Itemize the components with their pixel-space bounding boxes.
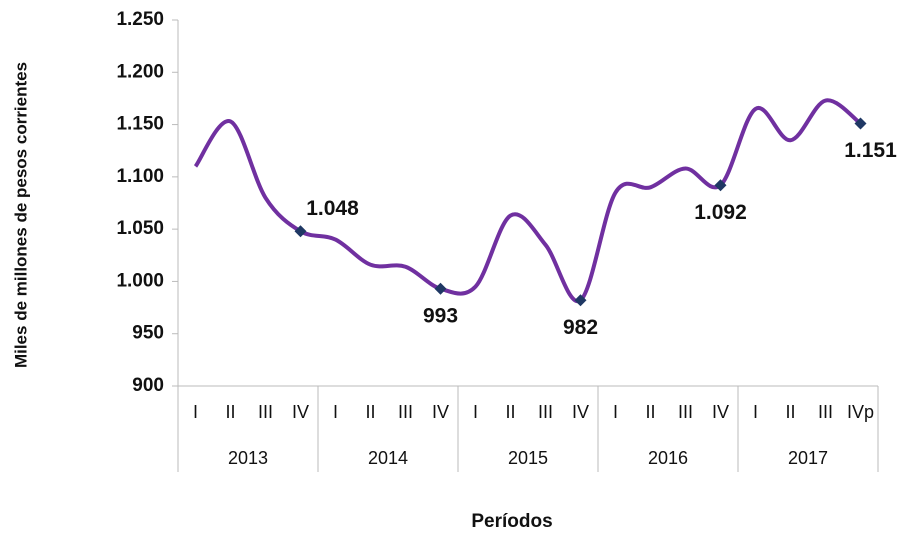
x-tick-label: II xyxy=(785,402,795,422)
x-tick-label: II xyxy=(505,402,515,422)
x-tick-label: IV xyxy=(292,402,309,422)
data-label: 1.092 xyxy=(694,201,747,224)
x-tick-label: IVp xyxy=(847,402,874,422)
line-series xyxy=(193,98,862,304)
y-axis-label: Miles de millones de pesos corrientes xyxy=(11,62,30,368)
marker xyxy=(294,225,307,238)
x-group-label: 2016 xyxy=(648,448,688,468)
x-tick-label: IV xyxy=(712,402,729,422)
x-tick-label: IV xyxy=(432,402,449,422)
y-tick-label: 1.000 xyxy=(116,270,164,291)
x-tick-label: I xyxy=(193,402,198,422)
y-tick-label: 1.200 xyxy=(116,61,164,82)
y-tick-label: 1.100 xyxy=(116,166,164,187)
x-tick-label: III xyxy=(398,402,413,422)
x-tick-label: I xyxy=(473,402,478,422)
x-tick-label: III xyxy=(818,402,833,422)
marker xyxy=(574,294,587,307)
x-tick-label: II xyxy=(225,402,235,422)
marker xyxy=(854,117,867,130)
x-tick-label: III xyxy=(678,402,693,422)
x-tick-label: IV xyxy=(572,402,589,422)
y-tick-label: 1.050 xyxy=(116,218,164,239)
x-tick-label: III xyxy=(258,402,273,422)
x-tick-label: I xyxy=(613,402,618,422)
y-tick-label: 1.150 xyxy=(116,114,164,135)
x-group-label: 2013 xyxy=(228,448,268,468)
y-tick-label: 1.250 xyxy=(116,9,164,30)
x-tick-label: II xyxy=(645,402,655,422)
x-tick-label: I xyxy=(753,402,758,422)
x-axis-label: Períodos xyxy=(471,511,552,532)
x-group-label: 2017 xyxy=(788,448,828,468)
y-tick-label: 900 xyxy=(132,375,164,396)
data-label: 1.048 xyxy=(306,197,359,220)
marker xyxy=(434,282,447,295)
x-group-label: 2014 xyxy=(368,448,408,468)
data-label: 993 xyxy=(423,304,458,327)
x-group-label: 2015 xyxy=(508,448,548,468)
marker xyxy=(714,179,727,192)
x-tick-label: I xyxy=(333,402,338,422)
x-tick-label: III xyxy=(538,402,553,422)
data-label: 982 xyxy=(563,316,598,339)
data-label: 1.151 xyxy=(844,139,897,162)
x-tick-label: II xyxy=(365,402,375,422)
y-tick-label: 950 xyxy=(132,323,164,344)
